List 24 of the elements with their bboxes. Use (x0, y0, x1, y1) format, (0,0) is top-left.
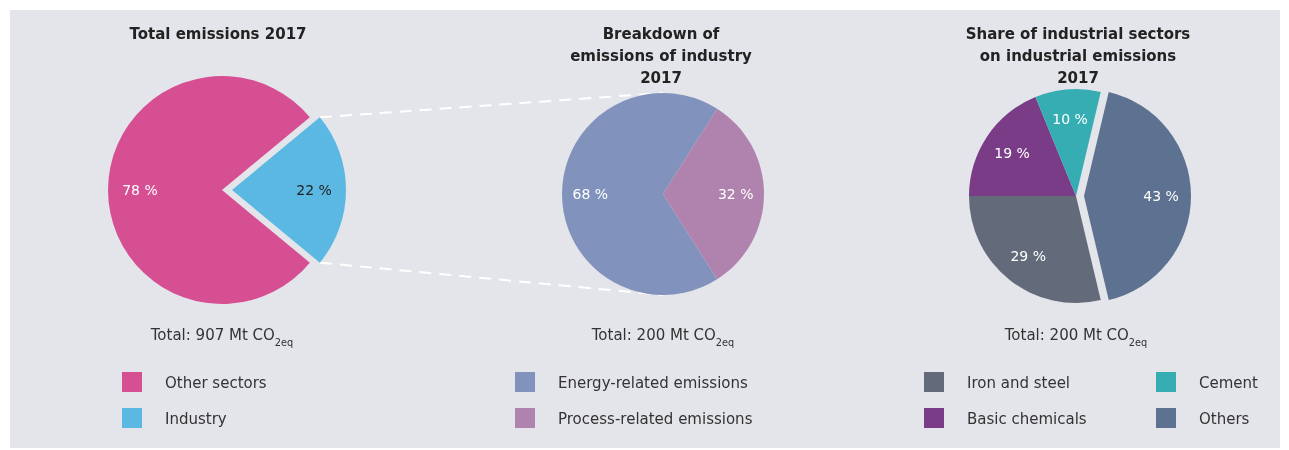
data-label: 43 % (1143, 188, 1179, 204)
data-label: 68 % (572, 186, 609, 202)
data-label: 78 % (122, 182, 158, 198)
legend-label: Other sectors (165, 374, 267, 392)
pie-slice (663, 108, 764, 280)
legend-label: Process-related emissions (558, 410, 753, 428)
chart-title: Total emissions 2017 (129, 25, 307, 43)
data-label: 19 % (994, 145, 1030, 162)
chart-title: Breakdown of emissions of industry 2017 (570, 25, 753, 87)
data-label: 10 % (1052, 111, 1088, 128)
text: Total: 200 Mt CO$_{2eq}$ (590, 326, 735, 348)
data-label: 29 % (1010, 248, 1047, 265)
text: Total: 907 Mt CO$_{2eq}$ (149, 326, 294, 348)
data-label: 32 % (717, 186, 754, 202)
data-label: 22 % (296, 182, 332, 198)
chart-title: Share of industrial sectors on industrial emissions 2017 (965, 25, 1191, 87)
legend-label: Basic chemicals (967, 410, 1087, 428)
legend-label: Others (1199, 410, 1250, 428)
text: Total: 200 Mt CO$_{2eq}$ (1003, 326, 1148, 348)
legend-label: Cement (1199, 374, 1259, 392)
legend-label: Iron and steel (967, 374, 1071, 392)
legend-label: Energy-related emissions (558, 374, 748, 392)
pie-slice (562, 93, 718, 295)
legend-label: Industry (165, 410, 227, 428)
